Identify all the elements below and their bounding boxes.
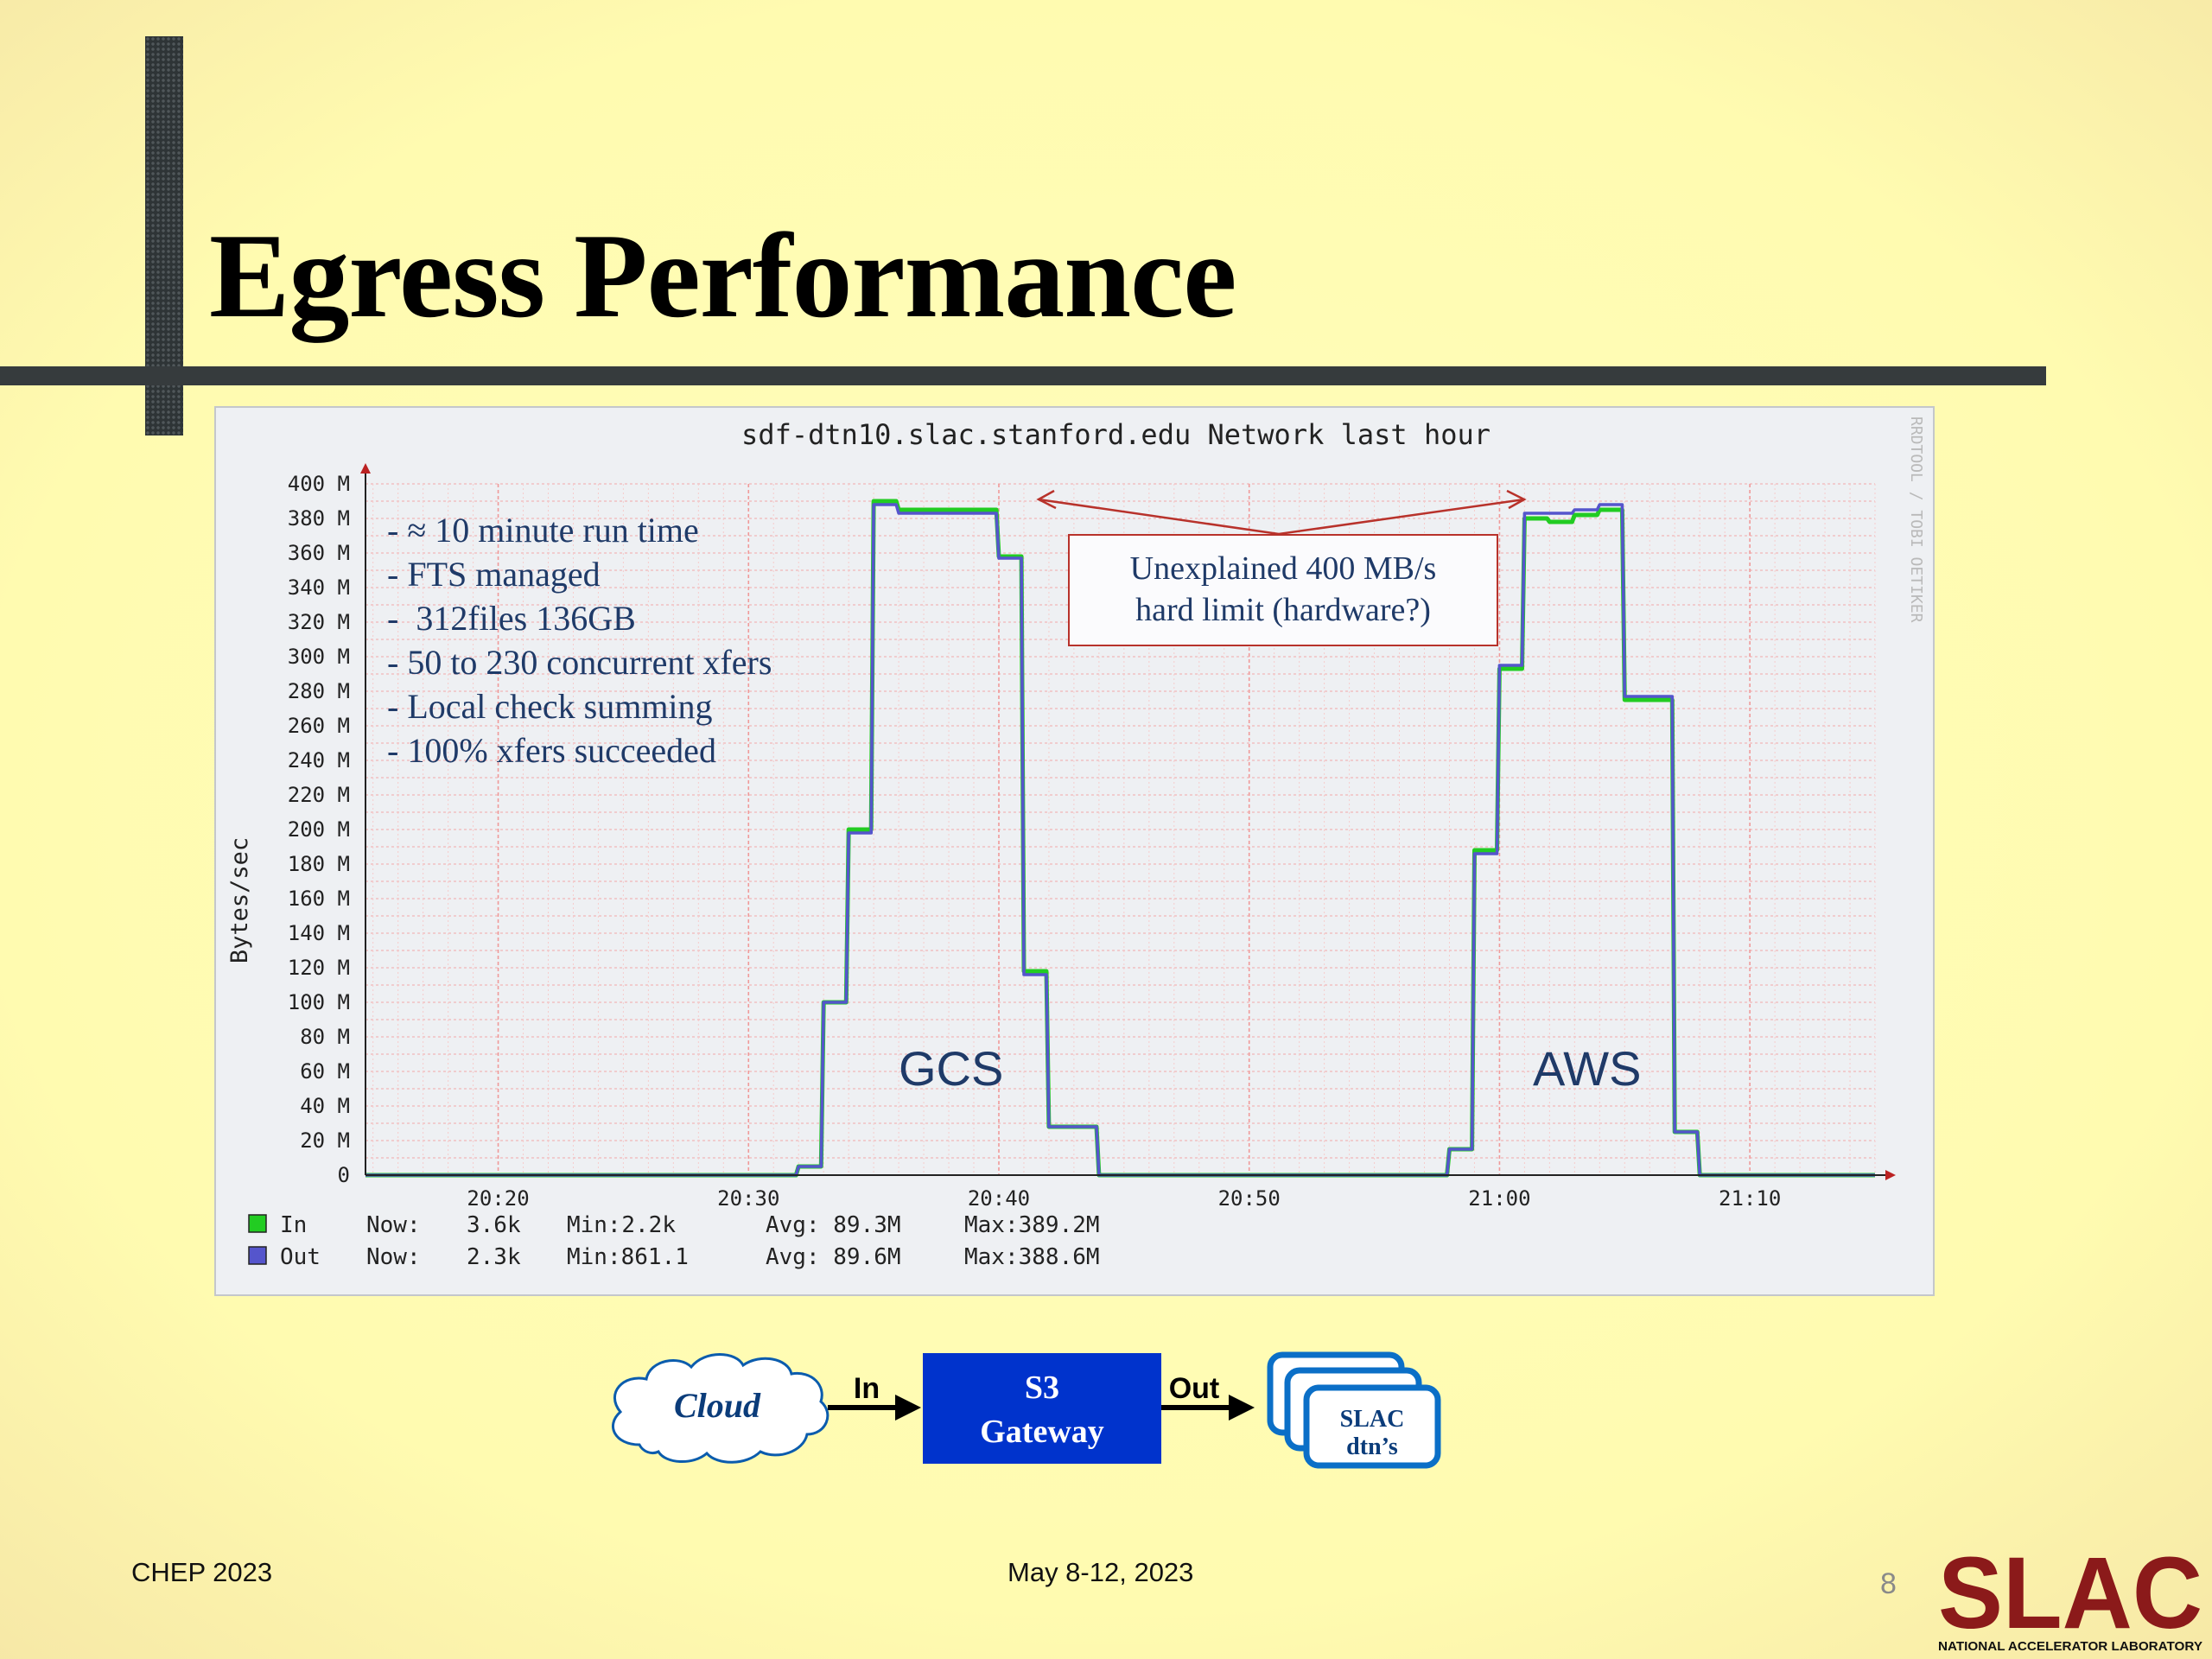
y-axis-arrow	[360, 463, 371, 474]
y-tick-label: 100 M	[288, 990, 350, 1014]
legend-max: Max:389.2M	[964, 1212, 1100, 1238]
in-arrowhead	[895, 1395, 921, 1421]
note-line: - 100% xfers succeeded	[387, 731, 716, 770]
limit-arrows	[1036, 489, 1527, 536]
legend-name: Out	[280, 1244, 321, 1270]
limit-callout: Unexplained 400 MB/s hard limit (hardwar…	[1068, 534, 1498, 646]
limit-callout-line2: hard limit (hardware?)	[1135, 592, 1431, 628]
y-tick-label: 360 M	[288, 541, 350, 565]
dtn-card-front	[1303, 1384, 1441, 1469]
note-line: - ≈ 10 minute run time	[387, 511, 699, 550]
in-label: In	[854, 1372, 880, 1405]
y-tick-label: 280 M	[288, 679, 350, 703]
out-arrowhead	[1229, 1395, 1255, 1421]
legend-max: Max:388.6M	[964, 1244, 1100, 1270]
y-tick-label: 380 M	[288, 506, 350, 531]
legend-now: Now:	[366, 1212, 421, 1238]
x-tick-label: 20:50	[1218, 1186, 1281, 1211]
y-tick-label: 400 M	[288, 472, 350, 496]
slac-logo: SLAC NATIONAL ACCELERATOR LABORATORY	[1938, 1548, 2202, 1654]
cloud-shape	[611, 1353, 830, 1464]
chart-legend: In Now: 3.6k Min: Avg: 89.3M Max:389.2M 2.2k Ou…	[248, 1212, 1100, 1270]
y-tick-label: 260 M	[288, 714, 350, 738]
logo-wordmark: SLAC	[1938, 1548, 2202, 1650]
series-out-line	[365, 503, 1875, 1177]
slide-title: Egress Performance	[209, 209, 1236, 343]
legend-min: Min:861.1	[567, 1244, 689, 1270]
out-label: Out	[1169, 1372, 1220, 1405]
network-chart: sdf-dtn10.slac.stanford.edu Network last…	[226, 416, 1925, 1270]
x-tick-label: 20:20	[467, 1186, 529, 1211]
run-notes: - ≈ 10 minute run time - FTS managed - 3…	[387, 508, 772, 772]
gcs-label: GCS	[899, 1041, 1004, 1096]
y-tick-label: 60 M	[300, 1059, 350, 1084]
y-tick-label: 220 M	[288, 783, 350, 807]
legend-name: In	[280, 1212, 307, 1238]
y-tick-label: 200 M	[288, 817, 350, 842]
y-tick-label: 80 M	[300, 1025, 350, 1049]
legend-now: Now:	[366, 1244, 421, 1270]
s3-gateway-box	[923, 1353, 1161, 1464]
note-line: - Local check summing	[387, 687, 713, 726]
legend-min-value: 2.2k	[621, 1212, 676, 1238]
y-tick-label: 160 M	[288, 887, 350, 911]
limit-arrow-right	[1278, 498, 1525, 536]
limit-callout-line1: Unexplained 400 MB/s	[1129, 550, 1437, 587]
legend-avg: Avg: 89.6M	[766, 1244, 901, 1270]
y-axis-label: Bytes/sec	[226, 837, 253, 963]
x-tick-label: 21:10	[1719, 1186, 1781, 1211]
page-number: 8	[1880, 1567, 1897, 1600]
limit-arrowhead-right	[1506, 489, 1527, 510]
y-tick-label: 320 M	[288, 610, 350, 634]
legend-avg: Avg: 89.3M	[766, 1212, 901, 1238]
y-tick-label: 0	[338, 1163, 350, 1187]
x-tick-label: 21:00	[1468, 1186, 1530, 1211]
y-tick-label: 180 M	[288, 852, 350, 876]
legend-now_val: 3.6k	[467, 1212, 521, 1238]
decorative-horizontal-bar	[0, 366, 2046, 385]
note-line: - FTS managed	[387, 555, 601, 594]
note-line: - 312files 136GB	[387, 599, 636, 638]
x-tick-label: 20:40	[968, 1186, 1030, 1211]
legend-swatch	[248, 1214, 267, 1233]
legend-now_val: 2.3k	[467, 1244, 521, 1270]
y-tick-label: 240 M	[288, 748, 350, 772]
cloud-label: Cloud	[674, 1386, 761, 1425]
chart-watermark: RRDTOOL / TOBI OETIKER	[1907, 416, 1925, 623]
dtn-label-line1: SLAC	[1340, 1406, 1405, 1433]
note-line: - 50 to 230 concurrent xfers	[387, 643, 772, 682]
legend-swatch	[248, 1246, 267, 1265]
aws-label: AWS	[1533, 1041, 1642, 1096]
x-axis-arrow	[1885, 1170, 1896, 1180]
y-tick-label: 140 M	[288, 921, 350, 945]
y-tick-label: 300 M	[288, 645, 350, 669]
y-tick-label: 340 M	[288, 575, 350, 600]
y-tick-label: 40 M	[300, 1094, 350, 1118]
x-tick-label: 20:30	[717, 1186, 779, 1211]
logo-subtext: NATIONAL ACCELERATOR LABORATORY	[1938, 1639, 2202, 1654]
limit-arrow-left	[1038, 498, 1280, 536]
chart-title: sdf-dtn10.slac.stanford.edu Network last…	[741, 418, 1491, 451]
dtn-label-line2: dtn’s	[1346, 1433, 1398, 1460]
y-tick-label: 20 M	[300, 1128, 350, 1153]
footer-conference: CHEP 2023	[131, 1557, 273, 1587]
footer-date: May 8-12, 2023	[1007, 1557, 1194, 1587]
legend-min: Min:	[567, 1212, 621, 1238]
y-tick-label: 120 M	[288, 956, 350, 980]
network-chart-panel: sdf-dtn10.slac.stanford.edu Network last…	[214, 406, 1935, 1296]
limit-arrowhead-left	[1036, 489, 1057, 510]
gateway-label-line2: Gateway	[980, 1414, 1104, 1450]
gateway-label-line1: S3	[1025, 1370, 1059, 1406]
